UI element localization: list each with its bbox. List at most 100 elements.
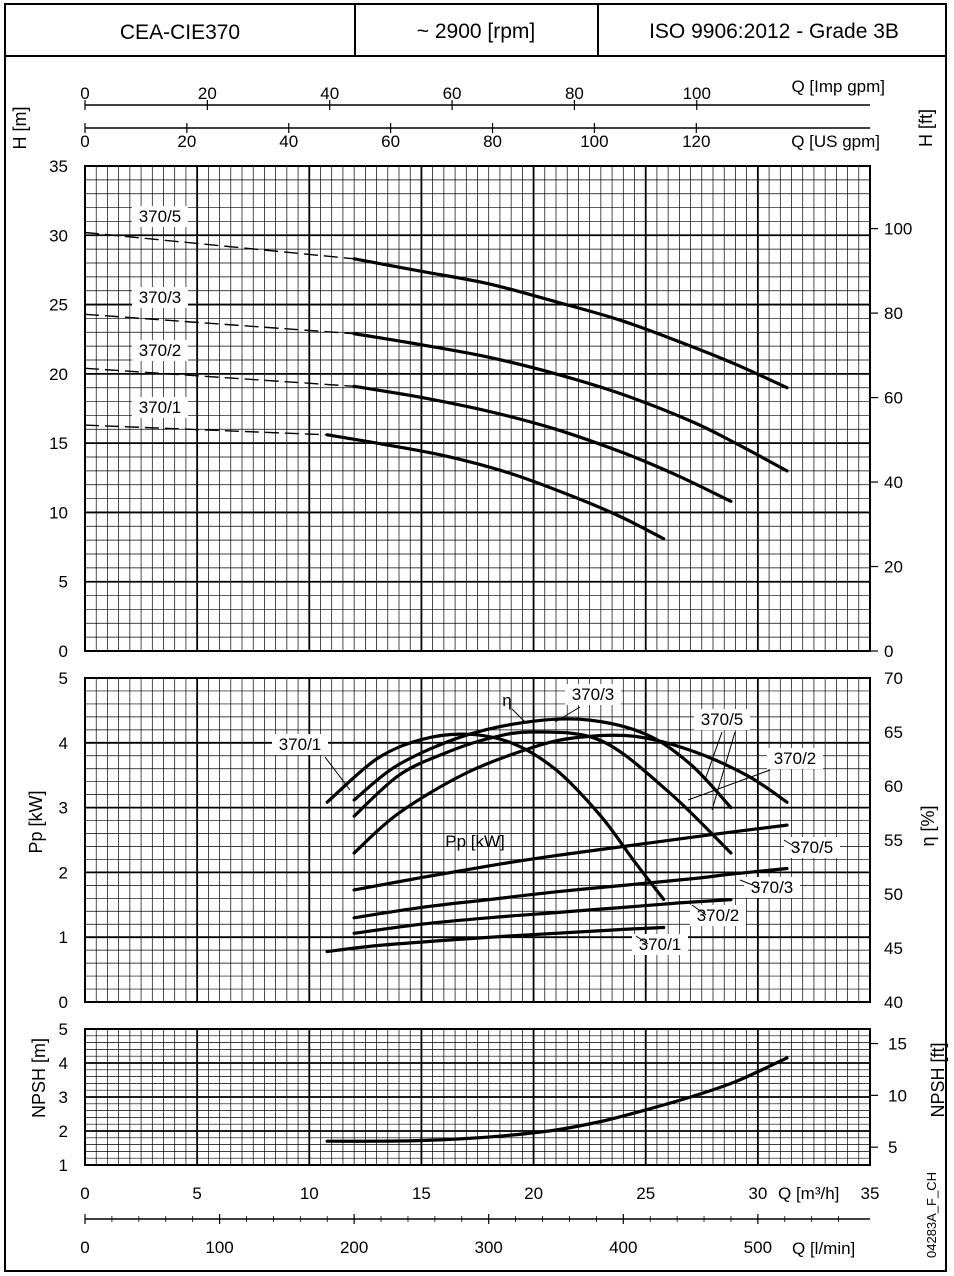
curve-labels: 370/5 370/3 370/2 370/1 370/1 370/3 370/5 370/2…: [132, 206, 840, 955]
efficiency-tick-label: 65: [884, 723, 903, 742]
head-label-370-1-bg: [132, 397, 188, 418]
leader-line: [511, 708, 526, 723]
eff-label-370-5: 370/5: [701, 710, 744, 729]
outer-frame: [4, 3, 947, 1272]
head-dashed-curve-370-1: [84, 424, 328, 436]
flow-m3h-tick-label: 25: [636, 1184, 655, 1203]
power-label-370-3: 370/3: [751, 878, 794, 897]
efficiency-axis-label: η [%]: [918, 805, 938, 846]
power-curve-370-5: [352, 823, 789, 892]
power-curve-370-1: [325, 925, 666, 954]
head-dashed-curve-370-5: [84, 231, 355, 260]
npsh-panel-grid: [84, 1028, 871, 1166]
leader-line: [554, 706, 581, 723]
flow-m3h-tick-label: 15: [412, 1184, 431, 1203]
power-curve-370-2: [352, 898, 733, 935]
efficiency-tick-label: 55: [884, 831, 903, 850]
npsh-m-tick-label: 5: [59, 1020, 68, 1039]
eff-label-370-3-bg: [565, 684, 621, 705]
power-label-370-3-bg: [744, 877, 800, 898]
npsh-ft-tick-label: 5: [888, 1138, 897, 1157]
flow-lmin-tick-label: 0: [80, 1238, 89, 1257]
flow-m3h-tick-label: 10: [300, 1184, 319, 1203]
leader-line: [739, 879, 761, 889]
top-axis-tick-label: 80: [483, 132, 502, 151]
header-speed: ~ 2900 [rpm]: [417, 20, 535, 43]
power-axis-label-text: Pp [kW]: [26, 790, 46, 853]
head-m-tick-label: 10: [49, 503, 68, 522]
power-tick-label: 4: [59, 734, 68, 753]
head-m-tick-label: 30: [49, 226, 68, 245]
npsh-ft-axis-label: NPSH [ft]: [928, 1042, 948, 1117]
head-m-tick-label: 5: [59, 573, 68, 592]
eff-label-370-3: 370/3: [572, 685, 615, 704]
head-ft-tick-label: 40: [884, 473, 903, 492]
tick-labels: 0510152025303501234512345020406080100404…: [49, 84, 912, 1257]
power-label-370-5-bg: [784, 837, 840, 858]
flow-lmin-tick-label: 500: [744, 1238, 772, 1257]
flow-lmin-tick-label: 300: [475, 1238, 503, 1257]
flow-lmin-axis-label: Q [l/min]: [792, 1239, 855, 1258]
top-axis-tick-label: 0: [80, 132, 89, 151]
head-ft-axis-label: H [ft]: [916, 109, 936, 147]
header-model: CEA-CIE370: [120, 21, 240, 44]
head-label-370-3-bg: [132, 287, 188, 308]
efficiency-tick-label: 45: [884, 939, 903, 958]
leader-line: [711, 731, 736, 811]
head-ft-tick-label: 100: [884, 220, 912, 239]
head-label-370-2-bg: [132, 340, 188, 361]
head-ft-tick-label: 60: [884, 389, 903, 408]
head-label-370-5: 370/5: [139, 207, 182, 226]
power-tick-label: 2: [59, 863, 68, 882]
efficiency-tick-label: 40: [884, 993, 903, 1012]
eff-label-370-1-bg: [272, 734, 328, 755]
eff-label-370-5-bg: [694, 709, 750, 730]
curves: [84, 231, 789, 1143]
efficiency-tick-label: 70: [884, 669, 903, 688]
efficiency-curve-370-3: [352, 717, 733, 810]
head-ft-tick-label: 0: [884, 642, 893, 661]
top-axis-tick-label: 40: [320, 84, 339, 103]
side-code: 04283A_F_CH: [924, 1172, 939, 1258]
top-axis-tick-label: 80: [565, 84, 584, 103]
power-curve-370-3: [352, 866, 789, 920]
top-axis-tick-label: 100: [683, 84, 711, 103]
power-panel-grid: [84, 677, 871, 1003]
npsh-border: [84, 1028, 871, 1166]
top-flow-axes: Q [Imp gpm] Q [US gpm]: [85, 77, 885, 151]
head-m-tick-label: 35: [49, 157, 68, 176]
head-m-axis-label: H [m]: [10, 107, 30, 150]
eff-label-370-1: 370/1: [279, 735, 322, 754]
power-label-370-1-bg: [632, 934, 688, 955]
flow-lmin-tick-label: 400: [609, 1238, 637, 1257]
flow-lmin-tick-label: 100: [205, 1238, 233, 1257]
npsh-m-tick-label: 1: [59, 1156, 68, 1175]
top-axis-tick-label: 100: [580, 132, 608, 151]
leader-line: [687, 769, 771, 801]
npsh-m-axis-label: NPSH [m]: [29, 1038, 49, 1118]
power-label-370-2-bg: [690, 905, 746, 926]
power-label-370-2: 370/2: [697, 906, 740, 925]
head-ft-tick-label: 80: [884, 304, 903, 323]
flow-m3h-tick-label: 20: [524, 1184, 543, 1203]
head-curve-370-5: [352, 257, 789, 390]
npsh-m-tick-label: 4: [59, 1054, 68, 1073]
flow-m3h-tick-label: 0: [80, 1184, 89, 1203]
npsh-m-tick-label: 3: [59, 1088, 68, 1107]
head-curve-370-1: [325, 433, 666, 541]
top-axis-tick-label: 60: [443, 84, 462, 103]
flow-m3h-tick-label: 35: [861, 1184, 880, 1203]
head-label-370-2: 370/2: [139, 341, 182, 360]
leader-line: [783, 839, 801, 851]
efficiency-curve-370-5: [352, 733, 789, 855]
top-axis-tick-label: 20: [177, 132, 196, 151]
head-dashed-curve-370-3: [84, 313, 355, 335]
top-axis-tick-label: 120: [682, 132, 710, 151]
eff-label-370-2: 370/2: [774, 749, 817, 768]
head-label-370-1: 370/1: [139, 398, 182, 417]
power-label-370-1: 370/1: [639, 935, 682, 954]
power-tick-label: 1: [59, 928, 68, 947]
flow-lmin-tick-label: 200: [340, 1238, 368, 1257]
eta-label: η: [502, 691, 511, 710]
